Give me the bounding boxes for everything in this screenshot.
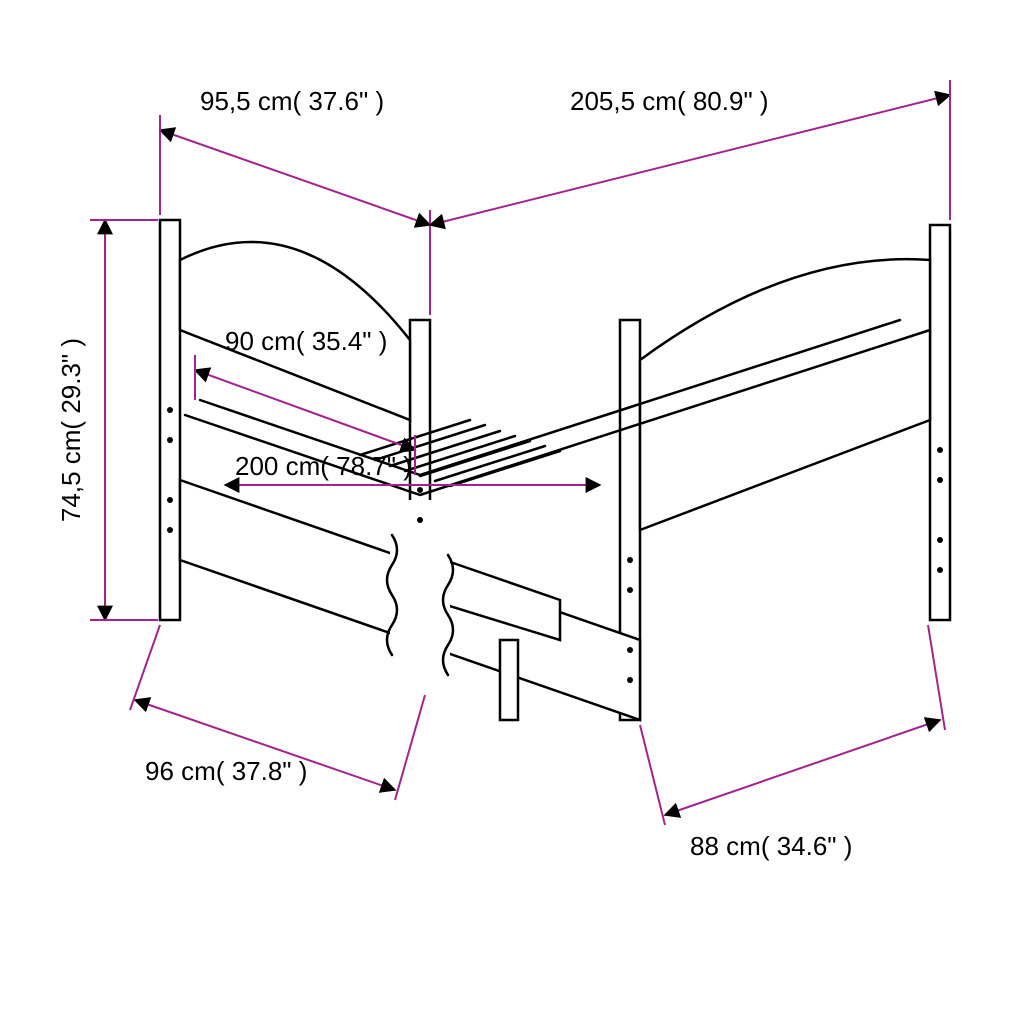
bed-outline: [160, 220, 950, 760]
dim-label: 95,5 cm( 37.6" ): [200, 86, 384, 116]
dim-label: 74,5 cm( 29.3" ): [56, 338, 86, 522]
dim-label: 205,5 cm( 80.9" ): [570, 86, 769, 116]
dim-height: 74,5 cm( 29.3" ): [56, 220, 158, 620]
dim-length-overall: 205,5 cm( 80.9" ): [430, 80, 950, 225]
dimension-diagram: .arrow-fill { fill: var(--dimc); }: [0, 0, 1024, 1024]
dim-label: 88 cm( 34.6" ): [690, 831, 852, 861]
dimension-lines: 95,5 cm( 37.6" ) 205,5 cm( 80.9" ) 90 cm…: [56, 80, 950, 861]
dim-depth: 96 cm( 37.8" ): [130, 625, 425, 800]
dim-footboard-width: 88 cm( 34.6" ): [640, 625, 945, 861]
dim-label: 90 cm( 35.4" ): [225, 326, 387, 356]
dim-label: 200 cm( 78.7" ): [235, 451, 412, 481]
dim-label: 96 cm( 37.8" ): [145, 756, 307, 786]
